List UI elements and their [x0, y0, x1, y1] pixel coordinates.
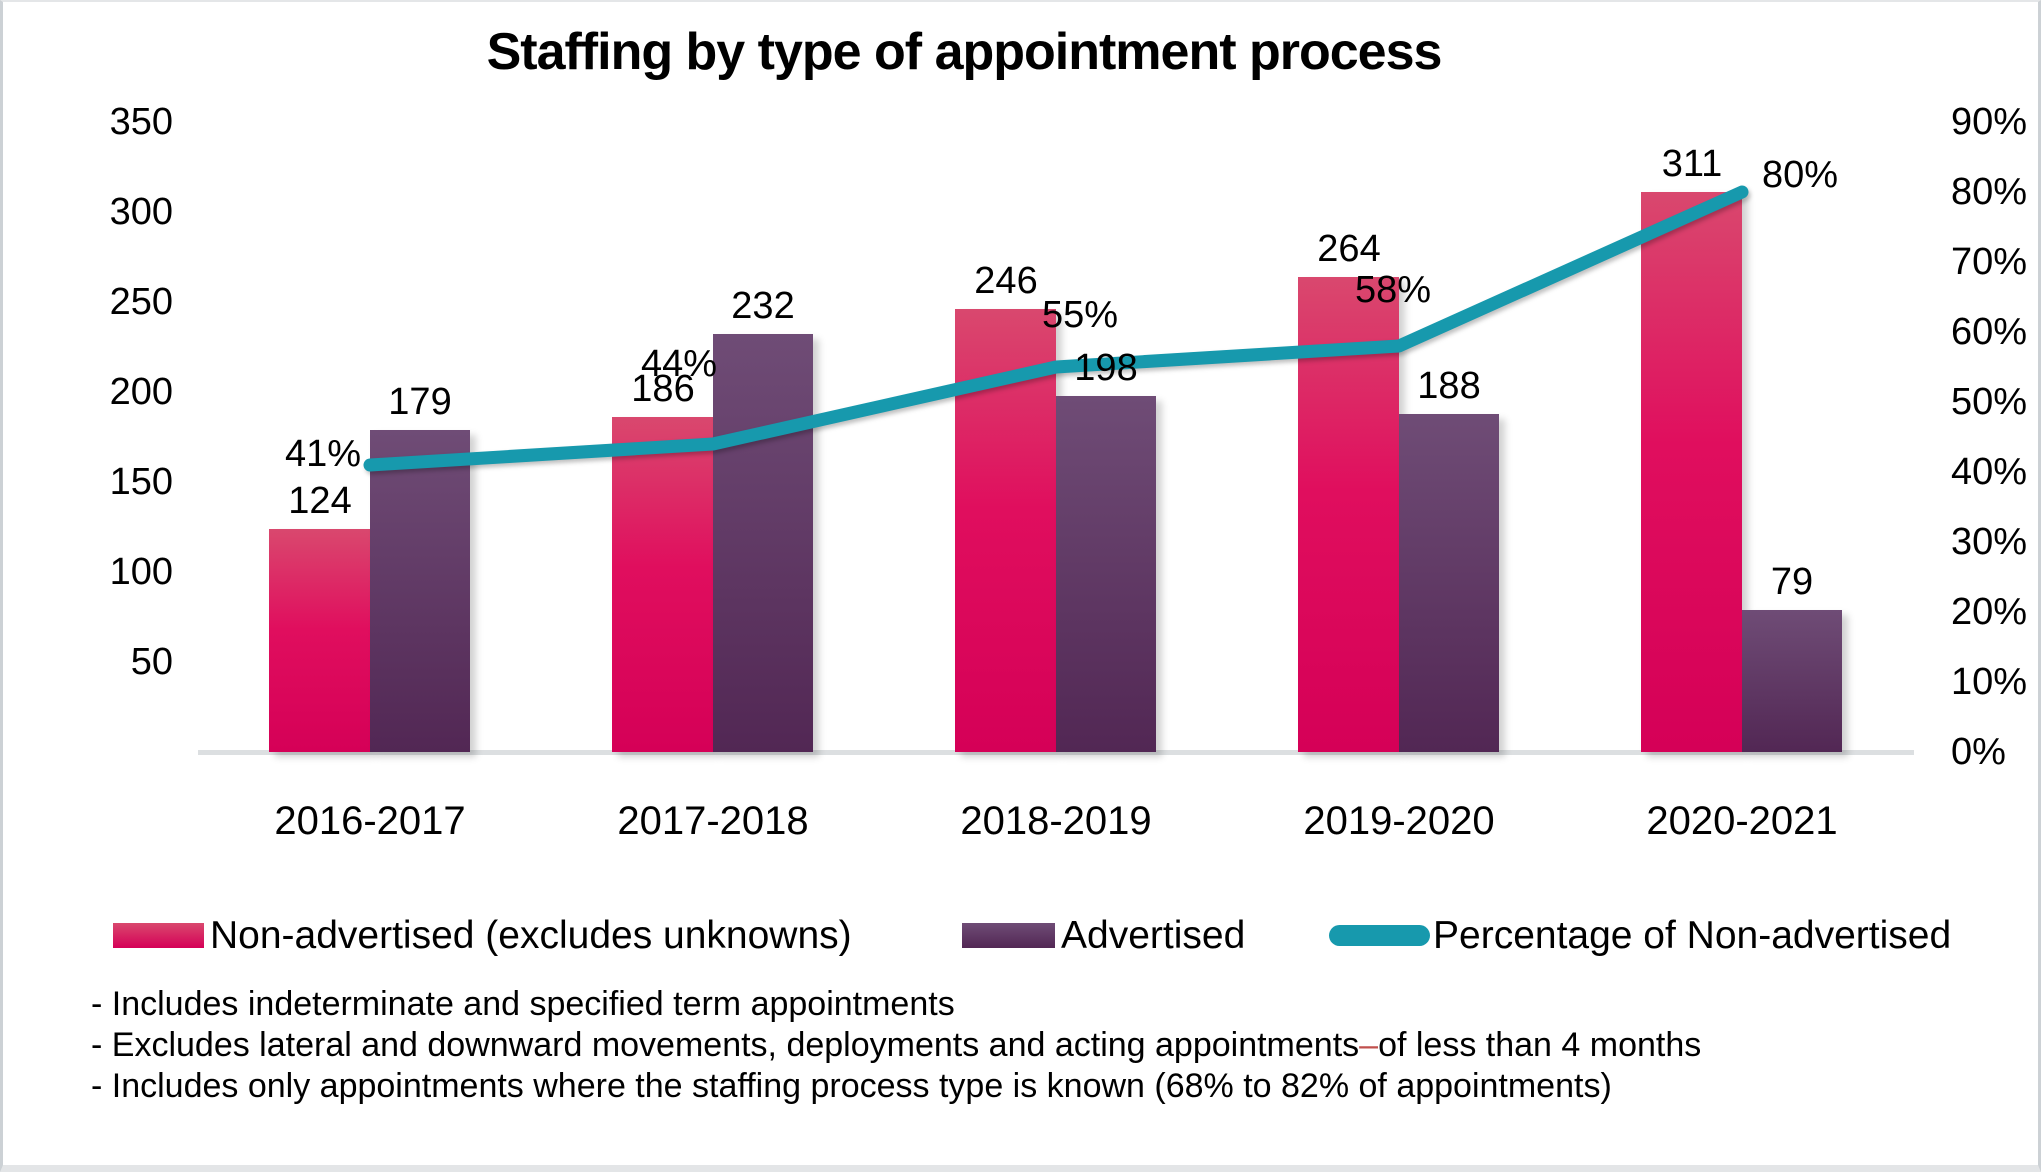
right-axis-tick: 90%	[1951, 101, 2028, 143]
data-label-advertised: 232	[731, 285, 795, 328]
category-label: 2018-2019	[960, 799, 1152, 843]
legend-label-advertised: Advertised	[1061, 914, 1246, 957]
footnote-2-dash: –	[1359, 1026, 1379, 1064]
x-axis-baseline	[198, 750, 1914, 755]
right-axis-tick: 50%	[1951, 381, 2028, 423]
left-axis-tick: 350	[109, 101, 173, 143]
data-label-percentage: 41%	[284, 433, 362, 475]
legend-swatch-advertised	[962, 923, 1055, 948]
category-label: 2019-2020	[1303, 799, 1495, 843]
left-axis-tick: 150	[109, 461, 173, 503]
bar-advertised	[1056, 395, 1156, 752]
left-axis-tick: 250	[109, 281, 173, 323]
right-axis-tick: 10%	[1951, 661, 2028, 703]
data-label-non-advertised: 264	[1317, 227, 1381, 270]
legend-label-non-advertised: Non-advertised (excludes unknowns)	[210, 914, 852, 957]
chart-title: Staffing by type of appointment process	[486, 23, 1443, 81]
right-axis-tick: 0%	[1951, 731, 2006, 773]
legend-swatch-non-advertised	[113, 923, 204, 948]
left-axis-tick: 200	[109, 371, 173, 413]
bar-advertised	[1399, 413, 1499, 752]
data-label-percentage: 44%	[640, 343, 718, 385]
data-label-advertised: 188	[1417, 364, 1481, 407]
right-axis-tick: 40%	[1951, 451, 2028, 493]
data-label-non-advertised: 311	[1661, 143, 1723, 186]
data-label-advertised: 79	[1770, 560, 1814, 603]
bar-non-advertised	[1641, 192, 1742, 752]
right-axis-tick: 80%	[1951, 171, 2028, 213]
bar-non-advertised	[1298, 276, 1399, 752]
category-label: 2016-2017	[274, 799, 466, 843]
data-label-percentage: 80%	[1761, 154, 1839, 196]
data-label-percentage: 58%	[1354, 269, 1432, 311]
bar-non-advertised	[269, 528, 370, 752]
right-axis-tick: 60%	[1951, 311, 2028, 353]
right-axis-tick: 20%	[1951, 591, 2028, 633]
right-axis-tick: 70%	[1951, 241, 2028, 283]
legend-swatch-percentage-line	[1329, 925, 1430, 946]
footnote-1: - Includes indeterminate and specified t…	[91, 985, 955, 1023]
footnote-3: - Includes only appointments where the s…	[91, 1067, 1612, 1105]
bar-advertised	[1742, 609, 1842, 752]
left-axis-tick: 50	[130, 641, 173, 683]
data-label-advertised: 198	[1074, 346, 1138, 389]
bar-advertised	[370, 429, 470, 752]
left-axis-tick: 300	[109, 191, 173, 233]
bar-advertised	[713, 334, 813, 752]
bar-non-advertised	[955, 309, 1056, 752]
footnote-2: - Excludes lateral and downward movement…	[91, 1026, 1702, 1064]
data-label-non-advertised: 124	[288, 479, 352, 522]
right-axis-tick: 30%	[1951, 521, 2028, 563]
data-label-non-advertised: 246	[974, 260, 1038, 303]
bar-non-advertised	[612, 417, 713, 752]
left-axis-tick: 100	[109, 551, 173, 593]
category-label: 2017-2018	[617, 799, 809, 843]
data-label-percentage: 55%	[1041, 294, 1119, 336]
legend-label-percentage-line: Percentage of Non-advertised	[1433, 914, 1952, 957]
data-label-advertised: 179	[388, 380, 452, 423]
category-label: 2020-2021	[1646, 799, 1838, 843]
